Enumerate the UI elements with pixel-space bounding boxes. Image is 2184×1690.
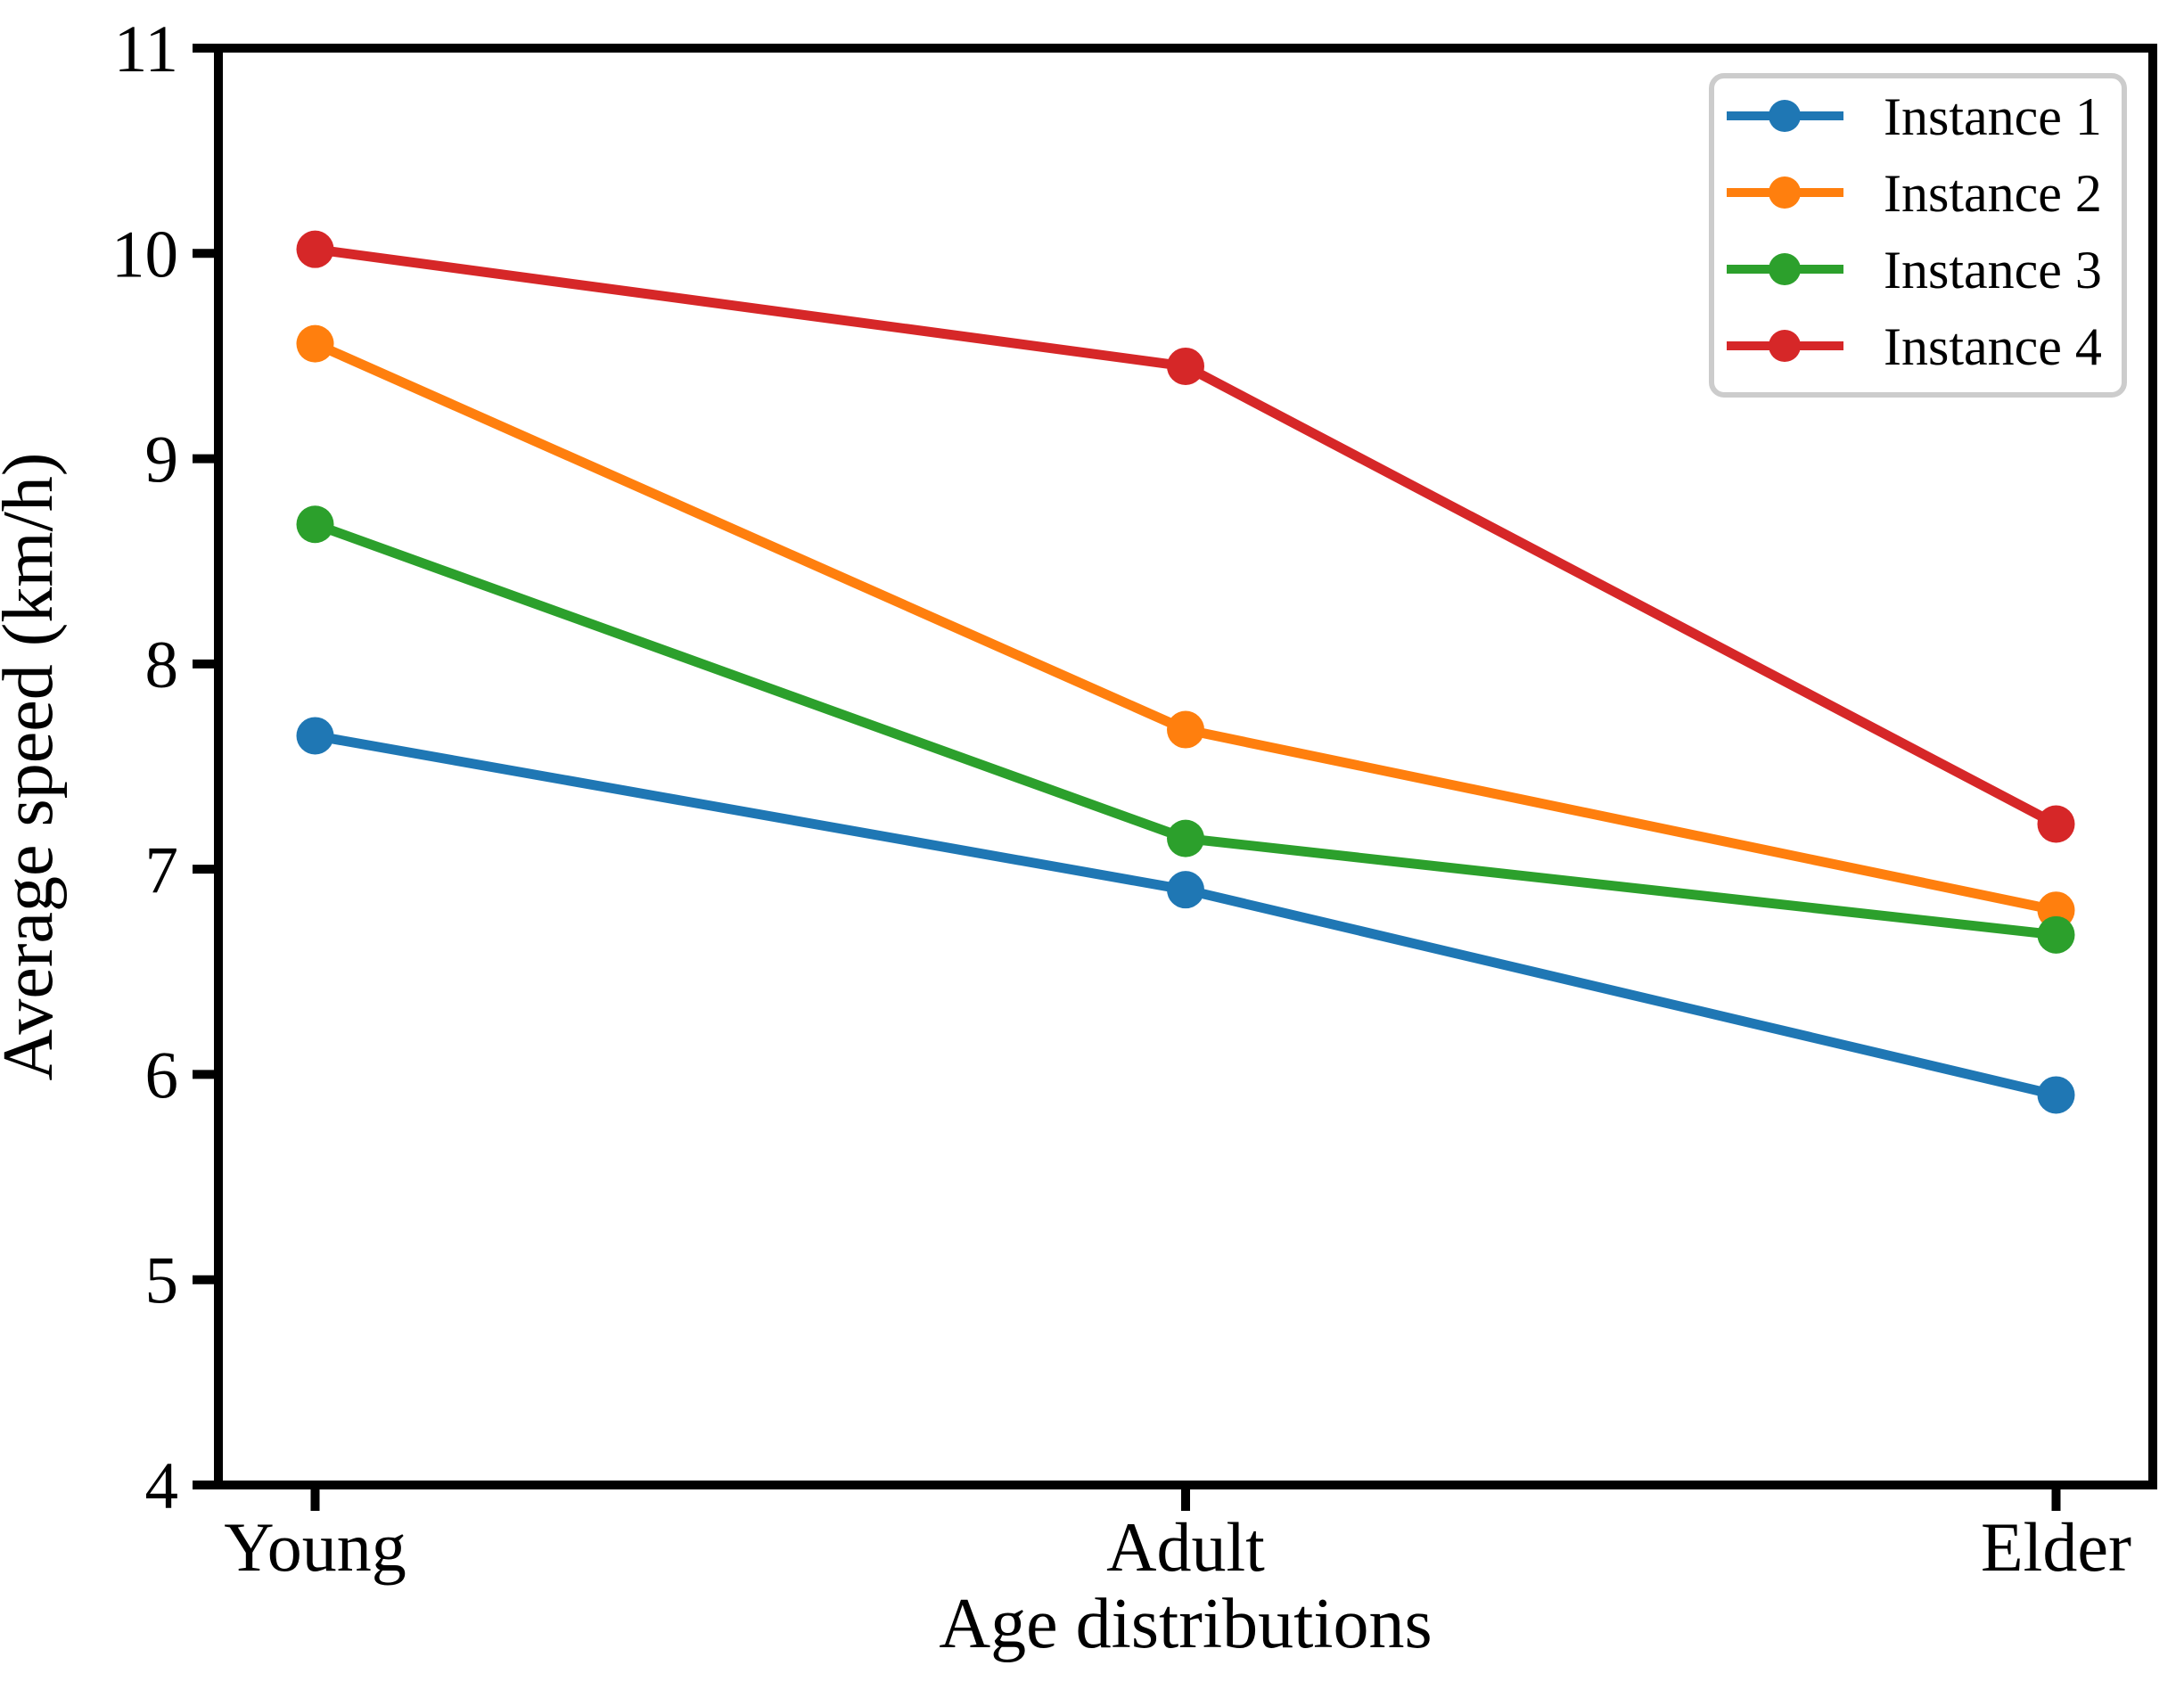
x-tick-label-elder: Elder — [1981, 1508, 2131, 1586]
data-point — [296, 505, 334, 544]
series-instance-4 — [296, 230, 2075, 843]
y-tick-label: 4 — [145, 1449, 179, 1523]
legend-label: Instance 3 — [1884, 241, 2102, 299]
y-tick-label: 9 — [145, 423, 179, 497]
legend-marker — [1769, 253, 1801, 285]
data-point — [2037, 915, 2075, 954]
data-point — [296, 230, 334, 268]
legend-item-instance-4: Instance 4 — [1727, 317, 2102, 376]
legend: Instance 1 Instance 2 Instance 3 Instance 4 — [1709, 73, 2127, 398]
y-tick-label: 5 — [145, 1244, 179, 1318]
legend-marker — [1769, 176, 1801, 209]
data-point — [1167, 871, 1204, 909]
x-axis-label: Age distributions — [939, 1585, 1432, 1663]
series-line — [310, 730, 2061, 1100]
y-tick-label: 11 — [114, 12, 178, 86]
legend-marker — [1769, 330, 1801, 362]
y-tick-label: 7 — [145, 833, 179, 907]
legend-label: Instance 1 — [1884, 87, 2102, 146]
y-axis-label: Average speed (km/h) — [0, 453, 68, 1081]
series-instance-1 — [296, 717, 2075, 1114]
legend-marker — [1769, 100, 1801, 132]
series-instance-3 — [296, 505, 2075, 954]
legend-box — [1709, 73, 2127, 398]
legend-label: Instance 2 — [1884, 164, 2102, 223]
axes — [214, 44, 2157, 1489]
data-point — [1167, 710, 1204, 749]
data-point — [296, 324, 334, 363]
x-tick-label-young: Young — [224, 1508, 406, 1586]
legend-item-instance-1: Instance 1 — [1727, 87, 2102, 146]
series-group — [296, 230, 2075, 1114]
data-point — [2037, 1076, 2075, 1114]
legend-label: Instance 4 — [1884, 317, 2102, 376]
tick-marks — [193, 44, 2061, 1511]
data-point — [296, 717, 334, 755]
data-point — [1167, 347, 1204, 385]
x-tick-label-adult: Adult — [1106, 1508, 1265, 1586]
y-tick-label: 6 — [145, 1038, 179, 1112]
tick-labels: 4 5 6 7 8 9 10 11 Young Adult Elder — [111, 12, 2131, 1586]
data-point — [1167, 819, 1204, 857]
plot-frame — [214, 44, 2157, 1489]
y-tick-label: 8 — [145, 628, 179, 702]
y-tick-label: 10 — [111, 217, 178, 291]
legend-item-instance-2: Instance 2 — [1727, 164, 2102, 223]
legend-item-instance-3: Instance 3 — [1727, 241, 2102, 299]
data-point — [2037, 805, 2075, 843]
